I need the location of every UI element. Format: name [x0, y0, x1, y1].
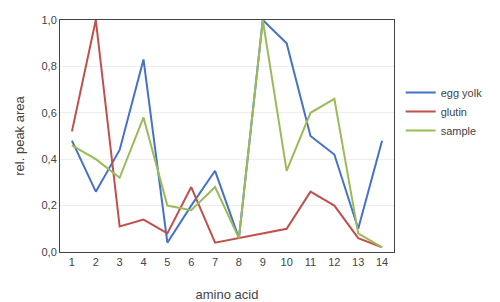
svg-text:sample: sample	[441, 125, 476, 137]
svg-text:8: 8	[236, 256, 242, 268]
svg-text:9: 9	[260, 256, 266, 268]
svg-text:5: 5	[164, 256, 170, 268]
svg-text:amino acid: amino acid	[196, 287, 259, 302]
svg-text:14: 14	[376, 256, 388, 268]
svg-text:0,6: 0,6	[42, 107, 57, 119]
svg-text:1,0: 1,0	[42, 14, 57, 26]
svg-text:0,2: 0,2	[42, 199, 57, 211]
svg-text:4: 4	[140, 256, 146, 268]
svg-text:egg yolk: egg yolk	[441, 87, 482, 99]
svg-text:rel. peak area: rel. peak area	[12, 95, 27, 175]
svg-text:glutin: glutin	[441, 106, 467, 118]
svg-text:3: 3	[117, 256, 123, 268]
svg-text:1: 1	[69, 256, 75, 268]
svg-text:10: 10	[281, 256, 293, 268]
svg-text:7: 7	[212, 256, 218, 268]
svg-text:11: 11	[305, 256, 316, 268]
svg-text:12: 12	[328, 256, 340, 268]
svg-text:6: 6	[188, 256, 194, 268]
svg-text:2: 2	[93, 256, 99, 268]
svg-text:0,0: 0,0	[42, 246, 57, 258]
svg-text:0,4: 0,4	[42, 153, 57, 165]
svg-text:13: 13	[352, 256, 364, 268]
svg-text:0,8: 0,8	[42, 60, 57, 72]
